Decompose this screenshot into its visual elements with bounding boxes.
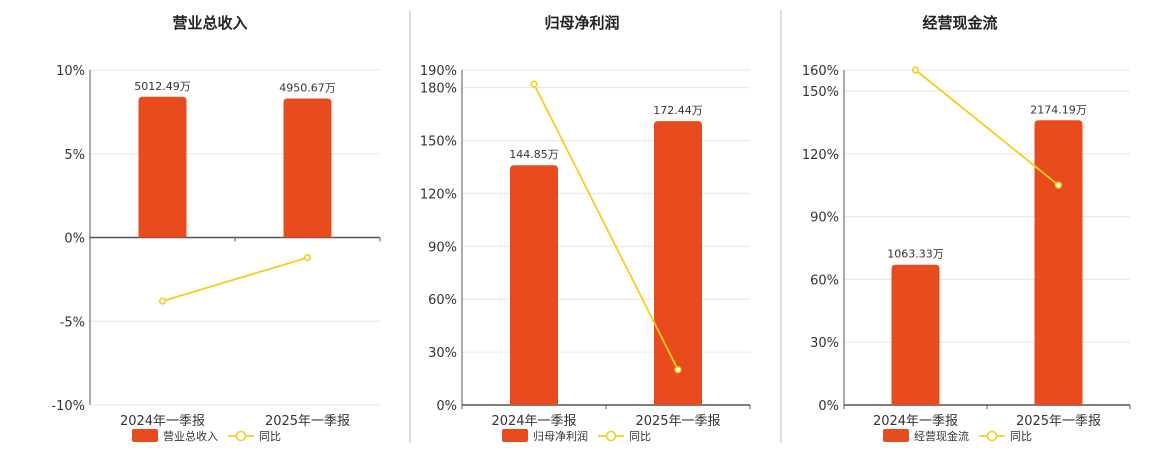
chart-title: 经营现金流	[922, 14, 997, 32]
bar	[283, 98, 332, 238]
yoy-line	[162, 256, 308, 303]
y-tick-label: 120%	[802, 148, 839, 163]
yoy-point	[530, 80, 538, 88]
x-tick-label: 2025年一季报	[635, 414, 720, 429]
legend-line-label: 同比	[629, 430, 651, 443]
y-tick-label: -5%	[60, 315, 85, 330]
chart-panel-3: 经营现金流 160% 150% 120% 90% 60% 30% 0% 2024年一季报 2025…	[802, 14, 1131, 443]
legend-line-marker	[986, 430, 998, 442]
bar-value-label: 1063.33万	[887, 248, 944, 261]
y-tick-label: 0%	[818, 399, 839, 414]
yoy-point	[1054, 181, 1063, 189]
bar	[510, 165, 558, 405]
x-tick-label: 2024年一季报	[873, 414, 958, 429]
legend-bar-swatch	[883, 429, 909, 442]
y-tick-label: 10%	[56, 64, 85, 79]
bar-value-label: 144.85万	[509, 148, 559, 161]
x-tick-label: 2025年一季报	[1016, 414, 1101, 429]
y-tick-label: 190%	[420, 64, 457, 79]
yoy-point	[158, 297, 167, 305]
y-tick-label: 0%	[64, 232, 85, 247]
bar	[138, 96, 187, 238]
yoy-point	[911, 66, 920, 74]
y-tick-label: 150%	[420, 135, 457, 150]
y-tick-label: 150%	[802, 85, 839, 100]
chart-panel-2: 归母净利润 190% 180% 150% 120% 90% 60% 30% 0% 2024年一季报…	[420, 14, 751, 443]
legend-bar-label: 经营现金流	[914, 429, 969, 443]
x-tick-label: 2024年一季报	[120, 414, 205, 429]
bar-value-label: 2174.19万	[1030, 103, 1087, 116]
y-tick-label: 30%	[428, 346, 457, 361]
legend-line-marker	[605, 430, 617, 442]
yoy-point	[303, 254, 312, 262]
x-tick-label: 2024年一季报	[491, 414, 576, 429]
yoy-line	[533, 83, 679, 371]
y-tick-label: 90%	[810, 211, 839, 226]
y-tick-label: 0%	[436, 399, 457, 414]
legend-bar-swatch	[502, 429, 528, 442]
y-tick-label: -10%	[51, 399, 85, 414]
legend-bar-label: 归母净利润	[533, 429, 588, 443]
legend-bar-label: 营业总收入	[163, 429, 218, 443]
legend-line-label: 同比	[259, 430, 281, 443]
y-tick-label: 60%	[428, 293, 457, 308]
y-tick-label: 120%	[420, 187, 457, 202]
x-tick-label: 2025年一季报	[265, 414, 350, 429]
legend-line-marker	[235, 430, 247, 442]
bar-value-label: 172.44万	[653, 104, 703, 117]
chart-panel-1: 营业总收入 10% 5% 0% -5% -10% 2024年一季报 2025年一季报 5012.…	[51, 14, 381, 443]
bar-value-label: 5012.49万	[134, 80, 191, 93]
yoy-line	[914, 69, 1060, 186]
chart-title: 营业总收入	[172, 14, 247, 32]
bar	[654, 121, 702, 405]
y-tick-label: 160%	[802, 64, 839, 79]
chart-title: 归母净利润	[544, 14, 619, 32]
legend-bar-swatch	[132, 429, 158, 442]
bar	[891, 264, 940, 405]
legend-line-label: 同比	[1010, 430, 1032, 443]
y-tick-label: 60%	[810, 273, 839, 288]
bar	[1034, 120, 1083, 405]
y-tick-label: 5%	[64, 148, 85, 163]
y-tick-label: 30%	[810, 336, 839, 351]
y-tick-label: 180%	[420, 82, 457, 97]
bar-value-label: 4950.67万	[279, 81, 336, 94]
y-tick-label: 90%	[428, 240, 457, 255]
yoy-point	[674, 366, 682, 374]
